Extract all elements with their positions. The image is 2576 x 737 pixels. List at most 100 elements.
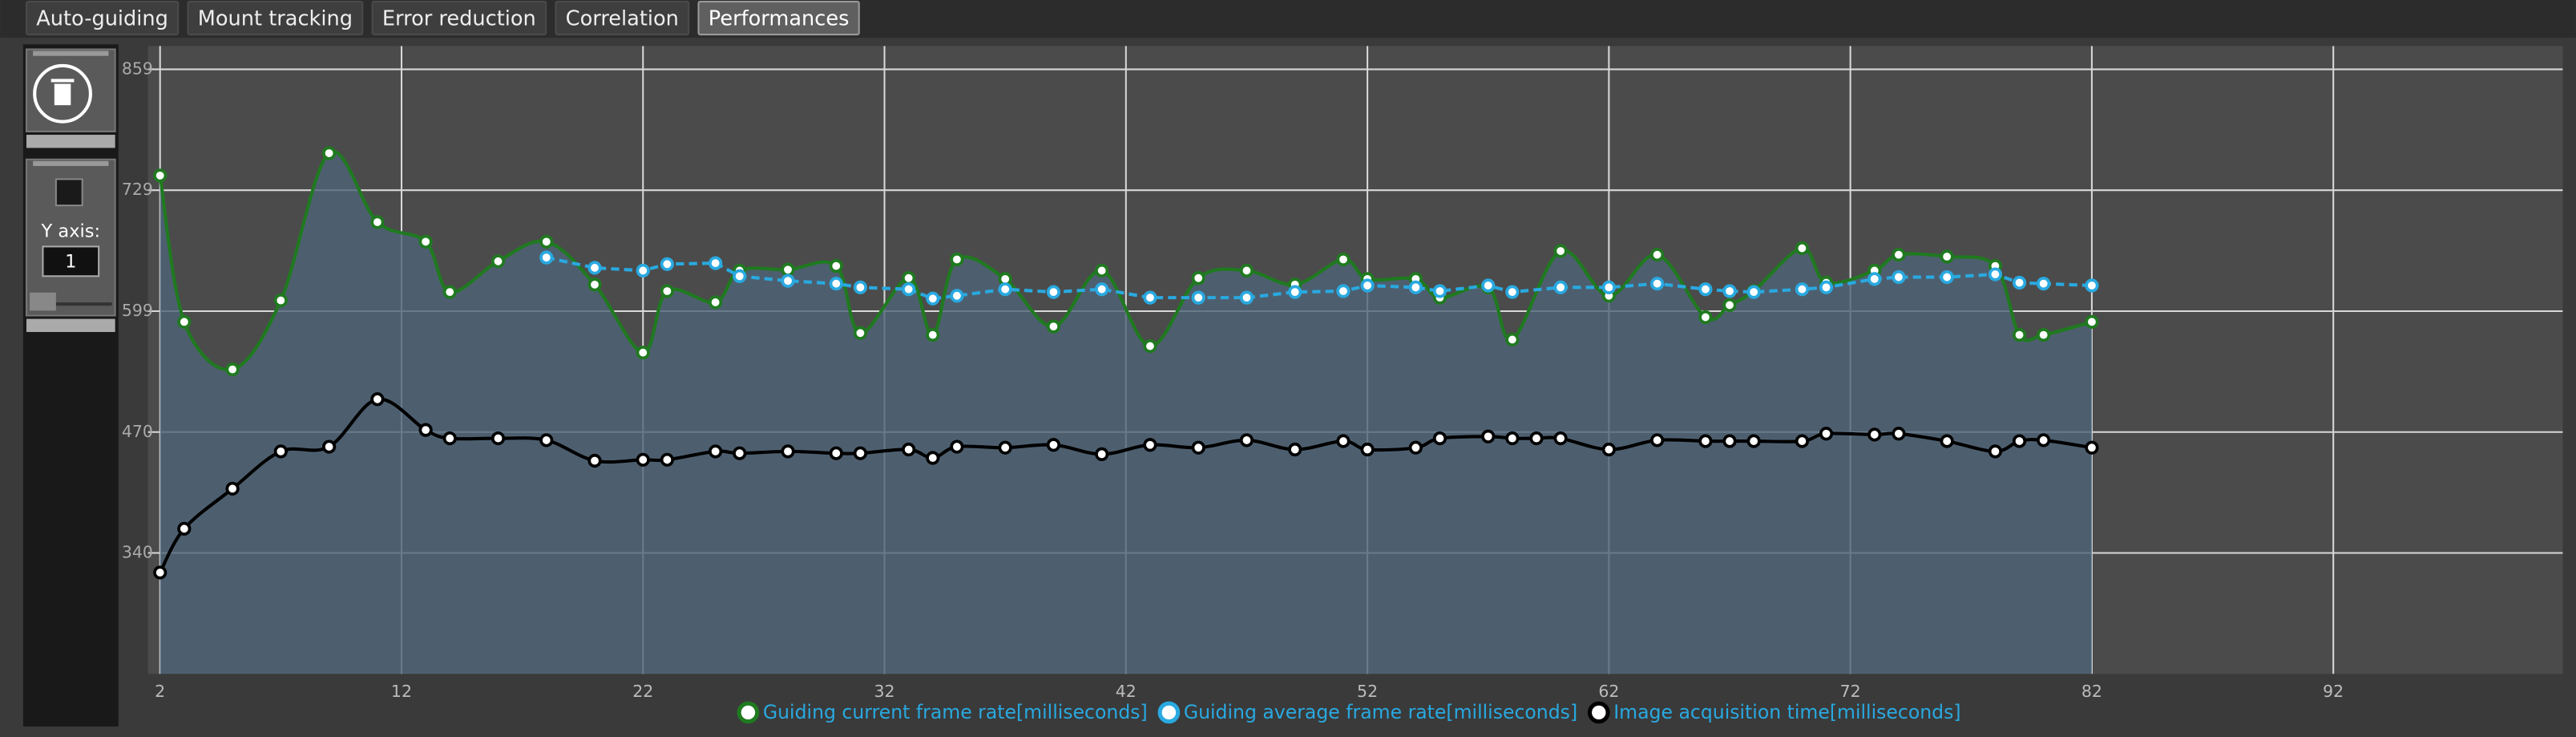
point — [539, 250, 554, 265]
point — [1191, 271, 1205, 285]
point — [2085, 440, 2099, 455]
legend-label: Image acquisition time[milliseconds] — [1613, 701, 1960, 723]
x-tick-label: 22 — [632, 682, 653, 701]
point — [539, 234, 554, 249]
point — [1722, 298, 1737, 313]
point — [1095, 282, 1109, 297]
point — [1143, 338, 1157, 354]
point — [733, 269, 747, 284]
tab-label: Error reduction — [382, 7, 536, 31]
point — [2012, 434, 2027, 448]
point — [370, 392, 385, 407]
y-tick-label: 729 — [122, 180, 153, 199]
y-tick-label: 340 — [122, 543, 153, 562]
point — [1722, 434, 1737, 448]
tab[interactable] — [697, 1, 860, 36]
tabs: Auto-guiding Mount tracking Error reductio… — [25, 1, 860, 36]
x-tick-label: 62 — [1598, 682, 1619, 701]
tab[interactable] — [187, 1, 364, 36]
point — [1867, 272, 1882, 286]
point — [709, 444, 723, 459]
point — [660, 452, 674, 467]
point — [491, 431, 506, 446]
x-tick-label: 92 — [2323, 682, 2344, 701]
tab-label: Mount tracking — [198, 7, 353, 31]
point — [442, 431, 457, 446]
point — [2012, 328, 2027, 342]
point — [902, 442, 916, 457]
point — [177, 521, 192, 536]
point — [2085, 314, 2099, 329]
point — [1239, 433, 1254, 447]
point — [1336, 252, 1351, 267]
point — [1746, 285, 1761, 299]
point — [829, 259, 843, 273]
slider-thumb[interactable] — [30, 292, 56, 311]
point — [781, 273, 795, 288]
point — [1553, 431, 1568, 446]
point — [853, 326, 868, 340]
point — [587, 453, 602, 468]
point — [1408, 280, 1423, 294]
point — [1795, 241, 1810, 256]
point — [1650, 433, 1665, 447]
series-line — [546, 256, 2093, 301]
point — [1095, 447, 1109, 461]
point — [1650, 277, 1665, 291]
legend-marker — [737, 701, 760, 724]
point — [1336, 284, 1351, 298]
y-axis-input[interactable] — [42, 245, 100, 277]
point — [1650, 248, 1665, 262]
tab[interactable] — [371, 1, 547, 36]
tab[interactable] — [25, 1, 180, 36]
point — [1553, 244, 1568, 258]
slider[interactable] — [26, 318, 115, 333]
area — [159, 151, 2092, 674]
point — [926, 451, 940, 465]
point — [1143, 438, 1157, 452]
point — [177, 314, 192, 329]
point — [321, 439, 337, 454]
legend-marker — [1587, 701, 1610, 724]
point — [2012, 275, 2027, 290]
point — [1432, 284, 1447, 298]
point — [1239, 290, 1254, 305]
y-tick-label: 599 — [122, 301, 153, 320]
point — [153, 565, 168, 580]
point — [1867, 427, 1882, 442]
x-tick-label: 82 — [2081, 682, 2102, 701]
point — [998, 440, 1012, 455]
point — [2085, 278, 2099, 293]
point — [709, 256, 723, 270]
point — [1046, 438, 1061, 452]
point — [418, 234, 433, 249]
point — [1892, 248, 1906, 262]
y-axis-value: 1 — [65, 251, 76, 272]
point — [1698, 434, 1713, 448]
point — [2037, 277, 2051, 291]
point — [1143, 290, 1157, 305]
point — [225, 481, 240, 496]
point — [153, 168, 168, 183]
point — [781, 262, 795, 277]
point — [829, 446, 843, 460]
point — [1529, 431, 1544, 446]
point — [853, 446, 868, 460]
x-tick-label: 52 — [1357, 682, 1378, 701]
legend: Guiding current frame rate[milliseconds]… — [737, 701, 1961, 724]
slider[interactable] — [26, 135, 115, 148]
point — [1988, 444, 2003, 459]
y-tick-label: 859 — [122, 59, 153, 78]
x-tick-label: 72 — [1840, 682, 1861, 701]
point — [442, 285, 457, 299]
point — [491, 254, 506, 269]
tab[interactable] — [555, 1, 690, 36]
point — [1360, 278, 1375, 293]
trash-icon — [33, 63, 92, 124]
trash-icon — [54, 83, 71, 106]
legend-label: Guiding current frame rate[milliseconds] — [763, 701, 1148, 723]
toggle[interactable] — [55, 178, 83, 207]
plot: 340 470 599 729 859 2 12 22 32 42 52 62 72 82 92 — [122, 46, 2563, 701]
